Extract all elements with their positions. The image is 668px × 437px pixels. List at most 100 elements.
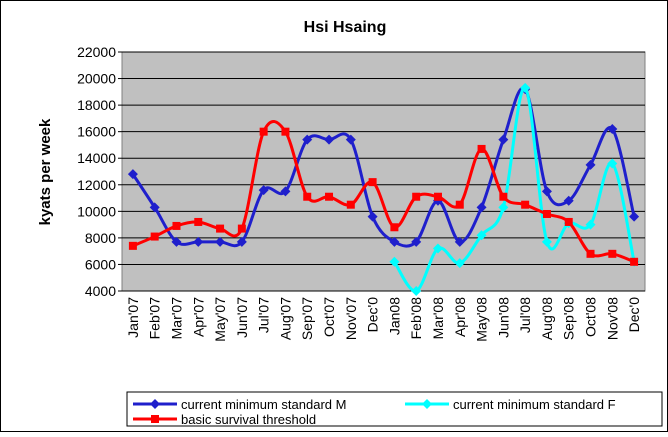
x-tick-label: Aug'08: [539, 297, 555, 340]
point-marker: [585, 219, 596, 230]
x-tick-label: Oct'07: [321, 297, 337, 337]
x-tick-label: Dec'0: [626, 297, 642, 333]
y-tick-label: 18000: [77, 97, 116, 113]
point-marker: [412, 192, 421, 201]
point-marker: [476, 230, 487, 241]
legend-label: basic survival threshold: [181, 412, 316, 427]
point-marker: [236, 236, 247, 247]
y-tick-label: 14000: [77, 150, 116, 166]
x-tick-label: May'08: [474, 297, 490, 342]
point-marker: [454, 236, 465, 247]
x-tick-label: Jan08: [386, 297, 402, 335]
point-marker: [149, 202, 160, 213]
point-marker: [454, 258, 465, 269]
x-tick-label: Jun'07: [234, 297, 250, 338]
point-marker: [607, 158, 618, 169]
point-marker: [280, 186, 291, 197]
point-marker: [455, 200, 464, 209]
point-marker: [258, 185, 269, 196]
point-marker: [629, 211, 640, 222]
chart-title: Hsi Hsaing: [304, 19, 387, 36]
x-tick-label: Nov'08: [604, 297, 620, 340]
y-tick-label: 20000: [77, 71, 116, 87]
point-marker: [259, 127, 268, 136]
x-tick-label: Sep'07: [299, 297, 315, 340]
point-marker: [499, 192, 508, 201]
x-tick-label: Jun'08: [495, 297, 511, 338]
x-tick-label: Jul'08: [517, 297, 533, 333]
point-marker: [476, 202, 487, 213]
point-marker: [368, 178, 377, 187]
point-marker: [151, 415, 159, 423]
y-axis-label: kyats per week: [37, 118, 54, 225]
point-marker: [215, 236, 226, 247]
y-tick-label: 4000: [85, 283, 116, 299]
x-tick-label: Mar'08: [430, 297, 446, 340]
x-tick-label: Mar'07: [168, 297, 184, 340]
point-marker: [541, 236, 552, 247]
point-marker: [564, 217, 573, 226]
point-marker: [498, 134, 509, 145]
x-tick-label: May'07: [212, 297, 228, 342]
point-marker: [432, 243, 443, 254]
point-marker: [150, 232, 159, 241]
point-marker: [345, 134, 356, 145]
y-tick-label: 12000: [77, 177, 116, 193]
point-marker: [585, 159, 596, 170]
point-marker: [325, 192, 334, 201]
point-marker: [542, 209, 551, 218]
x-tick-label: Nov'07: [343, 297, 359, 340]
point-marker: [389, 236, 400, 247]
point-marker: [498, 202, 509, 213]
x-tick-label: Apr'08: [452, 297, 468, 337]
point-marker: [520, 82, 531, 93]
point-marker: [281, 127, 290, 136]
point-marker: [216, 224, 225, 233]
point-marker: [237, 224, 246, 233]
legend-label: current minimum standard F: [453, 397, 616, 412]
y-tick-label: 8000: [85, 230, 116, 246]
x-tick-label: Apr'07: [190, 297, 206, 337]
x-tick-label: Sep'08: [561, 297, 577, 340]
point-marker: [303, 192, 312, 201]
point-marker: [346, 200, 355, 209]
point-marker: [411, 236, 422, 247]
point-marker: [194, 217, 203, 226]
point-marker: [630, 257, 639, 266]
point-marker: [367, 211, 378, 222]
x-tick-label: Feb'08: [408, 297, 424, 340]
x-tick-label: Dec'0: [365, 297, 381, 333]
point-marker: [302, 134, 313, 145]
point-marker: [390, 223, 399, 232]
y-tick-label: 10000: [77, 203, 116, 219]
point-marker: [607, 124, 618, 135]
y-tick-label: 6000: [85, 256, 116, 272]
point-marker: [128, 241, 137, 250]
point-marker: [586, 249, 595, 258]
x-tick-label: Oct'08: [583, 297, 599, 337]
point-marker: [324, 134, 335, 145]
point-marker: [521, 200, 530, 209]
point-marker: [563, 195, 574, 206]
y-tick-label: 22000: [77, 44, 116, 60]
point-marker: [608, 249, 617, 258]
x-tick-label: Jul'07: [256, 297, 272, 333]
point-marker: [172, 221, 181, 230]
x-tick-label: Aug'07: [277, 297, 293, 340]
point-marker: [433, 192, 442, 201]
point-marker: [150, 399, 160, 409]
legend-label: current minimum standard M: [181, 397, 346, 412]
y-tick-label: 16000: [77, 124, 116, 140]
point-marker: [422, 399, 432, 409]
point-marker: [411, 286, 422, 296]
x-tick-label: Jan'07: [125, 297, 141, 338]
point-marker: [389, 256, 400, 267]
plot-area: [121, 51, 646, 292]
point-marker: [541, 186, 552, 197]
legend: [126, 391, 663, 427]
point-marker: [127, 169, 138, 180]
point-marker: [171, 236, 182, 247]
point-marker: [193, 236, 204, 247]
point-marker: [477, 144, 486, 153]
